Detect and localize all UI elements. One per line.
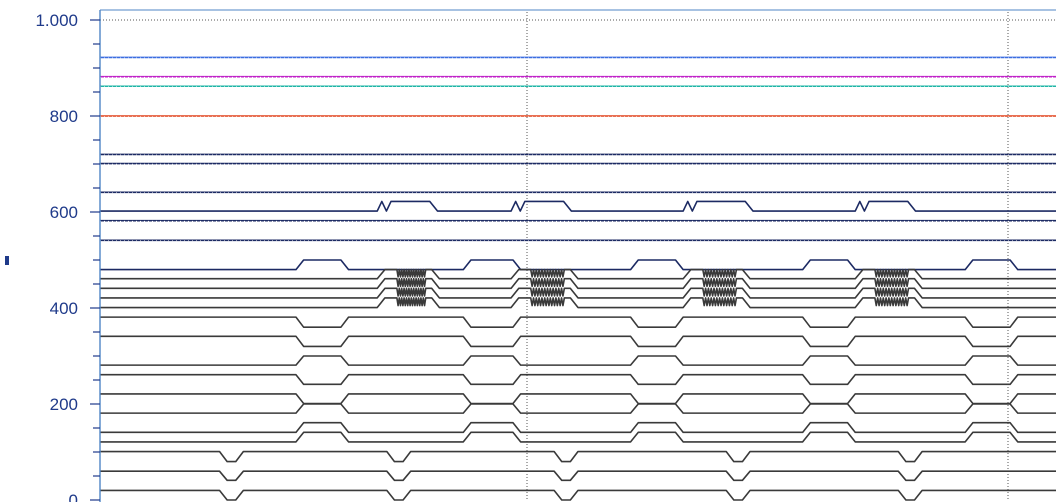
signal-trace <box>100 450 1056 463</box>
y-tick-labels: 0 200 400 600 800 1.000 <box>35 11 78 502</box>
y-tick-label: 800 <box>50 107 78 126</box>
signal-trace <box>100 335 1056 348</box>
axis-marker <box>5 256 9 265</box>
grid <box>100 12 1056 500</box>
signal-trace <box>100 316 1056 328</box>
signal-trace <box>100 277 1056 290</box>
signal-trace <box>100 297 1056 309</box>
signal-traces <box>100 56 1056 501</box>
y-axis <box>90 9 1056 502</box>
y-tick-label: 0 <box>69 491 78 502</box>
signal-trace <box>100 200 1056 212</box>
y-tick-label: 200 <box>50 395 78 414</box>
y-tick-label: 1.000 <box>35 11 78 30</box>
signal-trace <box>100 470 1056 482</box>
y-tick-label: 600 <box>50 203 78 222</box>
signal-trace <box>100 489 1056 501</box>
signal-trace <box>100 259 1056 271</box>
signal-trace <box>100 421 1056 434</box>
signal-trace <box>100 403 1056 414</box>
y-tick-label: 400 <box>50 299 78 318</box>
signal-trace <box>100 373 1056 386</box>
signal-trace <box>100 431 1056 443</box>
signal-trace <box>100 287 1056 299</box>
signal-trace <box>100 268 1056 280</box>
signal-trace <box>100 355 1056 366</box>
